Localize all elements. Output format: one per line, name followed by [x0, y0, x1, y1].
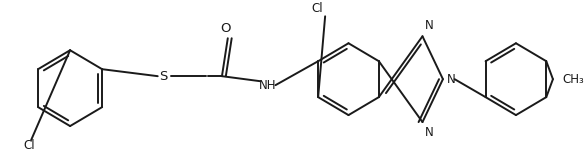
- Text: N: N: [424, 126, 433, 139]
- Text: NH: NH: [259, 79, 277, 92]
- Text: N: N: [424, 19, 433, 32]
- Text: N: N: [447, 73, 455, 86]
- Text: Cl: Cl: [23, 139, 35, 152]
- Text: S: S: [159, 70, 168, 83]
- Text: O: O: [220, 22, 231, 35]
- Text: Cl: Cl: [312, 2, 323, 15]
- Text: CH₃: CH₃: [563, 73, 584, 86]
